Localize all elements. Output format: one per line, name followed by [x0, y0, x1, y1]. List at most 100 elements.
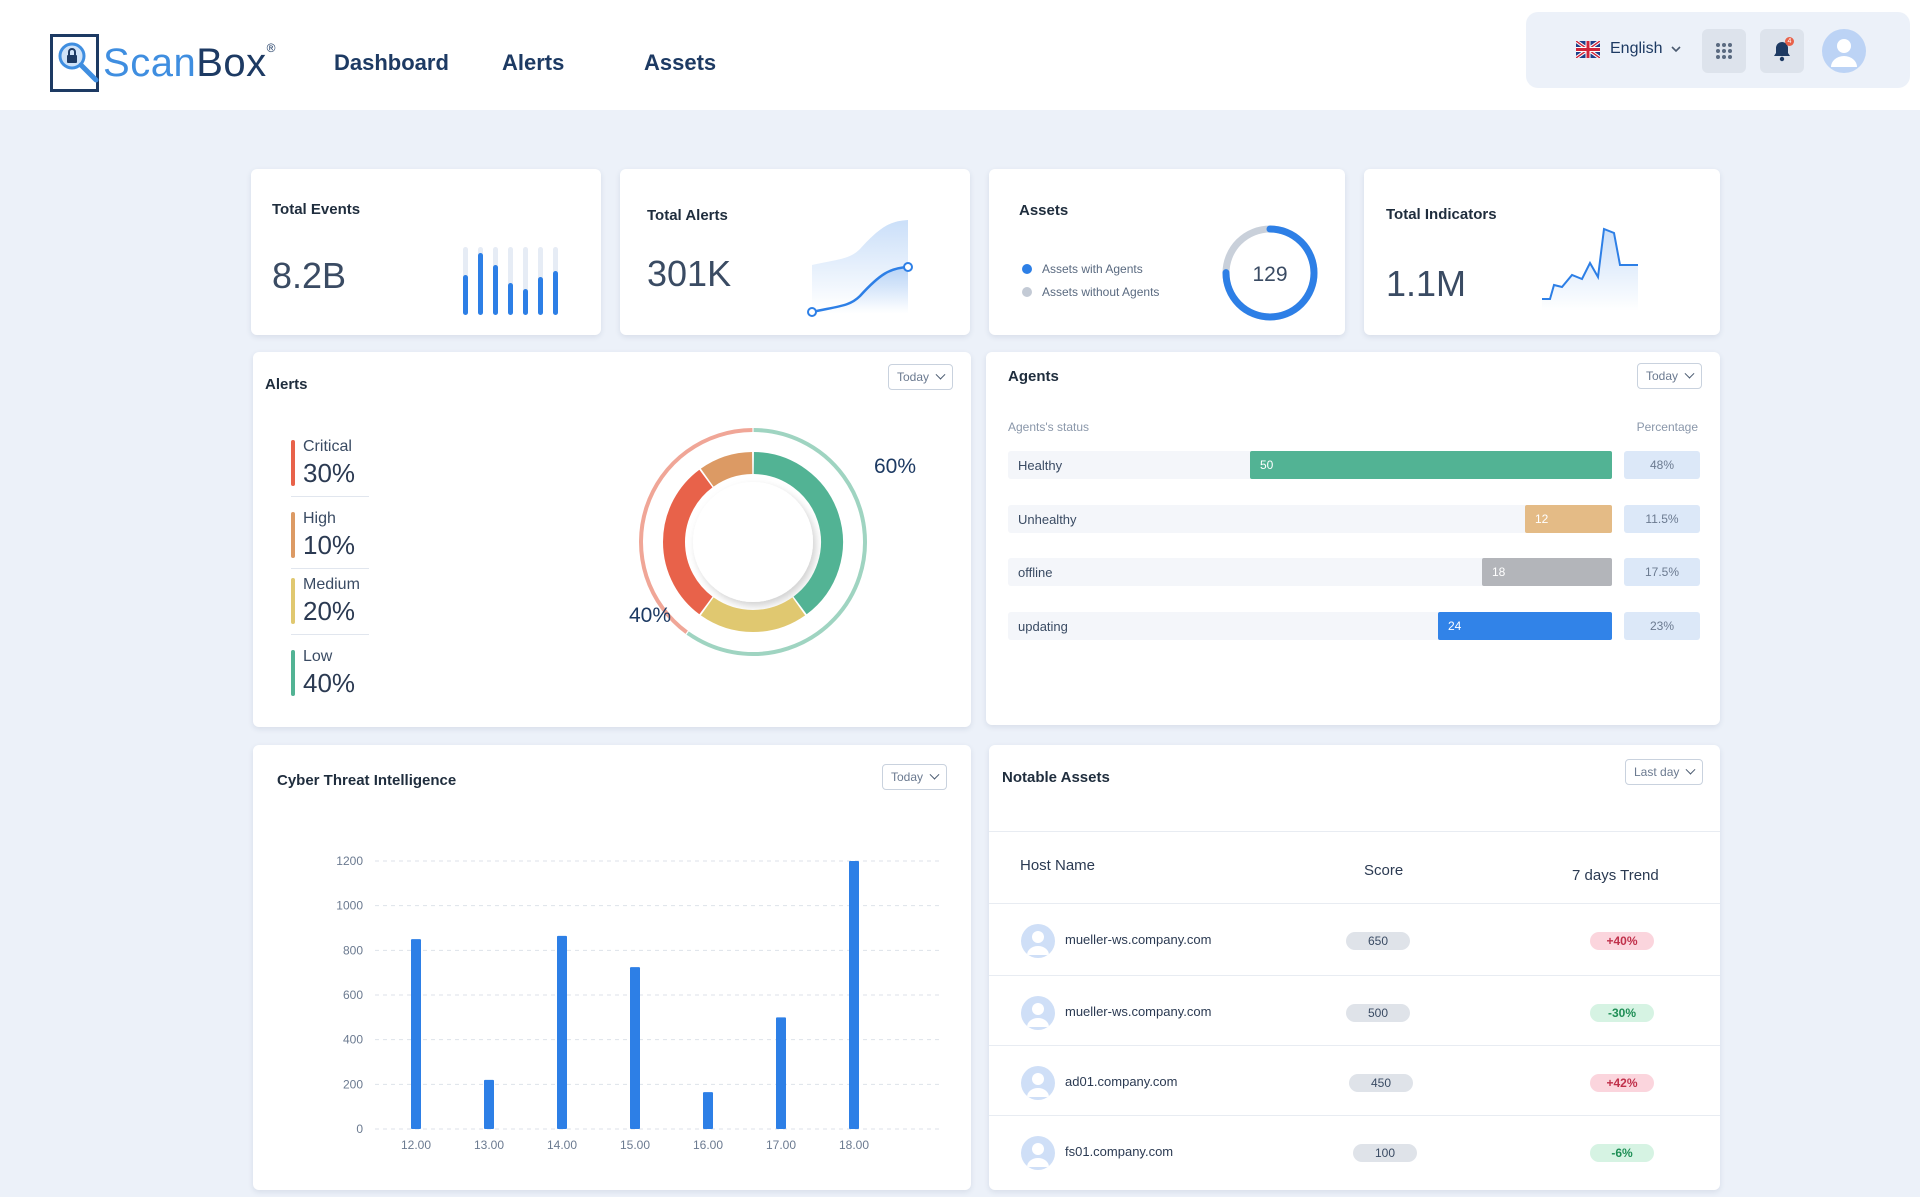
x-tick-label: 15.00 — [620, 1138, 650, 1152]
chevron-down-icon — [1685, 764, 1696, 775]
total-events-value: 8.2B — [272, 255, 347, 296]
notifications-button[interactable]: 4 — [1760, 29, 1804, 73]
user-avatar[interactable] — [1822, 29, 1866, 73]
score-badge: 100 — [1353, 1144, 1417, 1162]
total-indicators-value: 1.1M — [1386, 263, 1467, 304]
apps-grid-icon — [1716, 43, 1732, 59]
table-row[interactable]: fs01.company.com 100 -6% — [989, 1115, 1720, 1185]
donut-segment-high — [700, 452, 753, 487]
donut-label-right: 60% — [874, 455, 917, 478]
panel-title: Cyber Threat Intelligence — [277, 772, 457, 789]
host-name[interactable]: mueller-ws.company.com — [1065, 932, 1212, 947]
panel-notable-assets: Notable Assets Last day Host Name Score … — [989, 745, 1720, 1190]
host-name[interactable]: ad01.company.com — [1065, 1074, 1178, 1089]
agent-status-row-offline: offline 18 — [1008, 558, 1612, 586]
alerts-donut — [639, 428, 867, 656]
card-title: Total Alerts — [647, 207, 728, 224]
host-avatar-icon — [1021, 1136, 1055, 1170]
agents-percentage-header: Percentage — [1636, 420, 1698, 434]
bar-18.00 — [849, 861, 859, 1129]
assets-count: 129 — [1252, 263, 1287, 286]
agent-status-bar: 18 — [1482, 558, 1612, 586]
bar-15.00 — [630, 967, 640, 1129]
notable-assets-filter-dropdown[interactable]: Last day — [1625, 759, 1704, 785]
trend-badge: -30% — [1590, 1004, 1654, 1022]
agent-status-label: offline — [1018, 565, 1053, 580]
card-title: Total Indicators — [1386, 206, 1497, 223]
uk-flag-icon — [1576, 40, 1600, 58]
x-tick-label: 18.00 — [839, 1138, 869, 1152]
header-actions: English 4 — [1526, 12, 1910, 88]
legend-assets-without-agents: Assets without Agents — [1022, 285, 1159, 299]
host-avatar-icon — [1021, 924, 1055, 958]
total-alerts-value: 301K — [647, 253, 732, 294]
agent-status-row-unhealthy: Unhealthy 12 — [1008, 505, 1612, 533]
nav-dashboard[interactable]: Dashboard — [334, 50, 449, 75]
alerts-filter-dropdown[interactable]: Today — [888, 364, 954, 390]
column-host-name[interactable]: Host Name — [1020, 857, 1096, 874]
nav-alerts[interactable]: Alerts — [502, 50, 565, 75]
score-badge: 650 — [1346, 932, 1410, 950]
outer-ring-40 — [639, 428, 753, 634]
trend-badge: +42% — [1590, 1074, 1654, 1092]
card-total-events: Total Events 8.2B — [251, 169, 601, 335]
cti-bar-chart: 0 200 400 600 800 1000 1200 12.00 13.00 14.00 15.0… — [336, 854, 939, 1152]
column-7-days-trend[interactable]: 7 days Trend — [1572, 867, 1659, 884]
user-icon — [1831, 39, 1857, 67]
logo-text-scan: Scan — [103, 40, 197, 85]
agents-status-header: Agents's status — [1008, 420, 1089, 434]
x-tick-label: 14.00 — [547, 1138, 577, 1152]
chevron-down-icon — [1671, 46, 1682, 53]
notification-badge: 4 — [1785, 37, 1794, 46]
total-events-sparkbars — [463, 247, 558, 315]
bar-13.00 — [484, 1079, 494, 1129]
agents-filter-dropdown[interactable]: Today — [1637, 363, 1703, 389]
logo-text-box: Box — [196, 40, 267, 85]
top-bar: ScanBox® Dashboard Alerts Assets English — [0, 0, 1920, 110]
agent-status-label: Unhealthy — [1018, 512, 1077, 527]
scanbox-logo[interactable]: ScanBox® — [50, 34, 276, 92]
nav-assets[interactable]: Assets — [644, 50, 717, 75]
panel-title: Notable Assets — [1002, 769, 1110, 786]
x-tick-label: 17.00 — [766, 1138, 796, 1152]
chevron-down-icon — [1684, 368, 1695, 379]
bar-12.00 — [411, 939, 421, 1129]
bar-16.00 — [703, 1092, 713, 1129]
language-selector[interactable]: English — [1576, 40, 1682, 58]
host-name[interactable]: mueller-ws.company.com — [1065, 1004, 1212, 1019]
host-avatar-icon — [1021, 996, 1055, 1030]
y-tick-label: 400 — [343, 1033, 363, 1047]
y-tick-label: 1000 — [336, 899, 363, 913]
panel-title: Alerts — [265, 376, 308, 393]
column-score[interactable]: Score — [1364, 862, 1404, 879]
donut-segment-critical — [663, 469, 713, 615]
apps-grid-button[interactable] — [1702, 29, 1746, 73]
agent-status-percentage: 23% — [1624, 612, 1700, 640]
y-tick-label: 600 — [343, 988, 363, 1002]
donut-segment-medium — [700, 597, 806, 632]
table-row[interactable]: mueller-ws.company.com 500 -30% — [989, 975, 1720, 1045]
table-row[interactable]: mueller-ws.company.com 650 +40% — [989, 903, 1720, 973]
score-badge: 500 — [1346, 1004, 1410, 1022]
logo-lock-icon — [50, 34, 100, 92]
agent-status-percentage: 48% — [1624, 451, 1700, 479]
bell-icon — [1774, 42, 1790, 62]
cti-filter-dropdown[interactable]: Today — [882, 764, 948, 790]
agent-status-bar: 24 — [1438, 612, 1612, 640]
agent-status-label: Healthy — [1018, 458, 1063, 473]
table-row[interactable]: ad01.company.com 450 +42% — [989, 1045, 1720, 1115]
panel-alerts: Alerts Today Critical 30% High 10% Mediu… — [253, 352, 971, 727]
x-tick-label: 13.00 — [474, 1138, 504, 1152]
assets-ring: 129 — [1222, 225, 1318, 321]
agent-status-row-updating: updating 24 — [1008, 612, 1612, 640]
trend-badge: -6% — [1590, 1144, 1654, 1162]
donut-segment-low — [753, 452, 843, 615]
chevron-down-icon — [935, 369, 946, 380]
trend-badge: +40% — [1590, 932, 1654, 950]
card-total-alerts: Total Alerts 301K — [620, 169, 970, 335]
language-label: English — [1610, 40, 1663, 57]
score-badge: 450 — [1349, 1074, 1413, 1092]
card-assets: Assets Assets with Agents Assets without… — [989, 169, 1345, 335]
bar-17.00 — [776, 1017, 786, 1129]
host-name[interactable]: fs01.company.com — [1065, 1144, 1174, 1159]
